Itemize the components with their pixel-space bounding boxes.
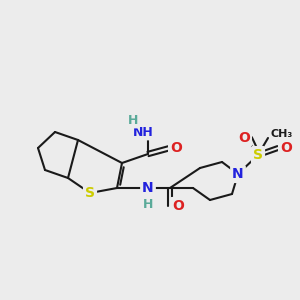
Text: N: N <box>142 181 154 195</box>
Text: S: S <box>85 186 95 200</box>
Text: O: O <box>172 199 184 213</box>
Text: H: H <box>143 197 153 211</box>
Text: N: N <box>232 167 244 181</box>
Text: S: S <box>253 148 263 162</box>
Text: H: H <box>128 113 138 127</box>
Text: O: O <box>170 141 182 155</box>
Text: O: O <box>280 141 292 155</box>
Text: O: O <box>238 131 250 145</box>
Text: NH: NH <box>133 125 153 139</box>
Text: CH₃: CH₃ <box>271 129 293 139</box>
